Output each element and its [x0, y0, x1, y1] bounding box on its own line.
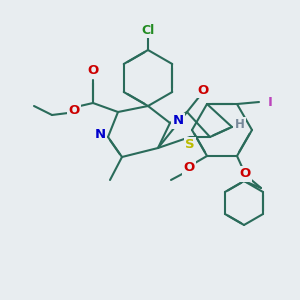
Text: N: N: [172, 115, 184, 128]
Text: O: O: [68, 103, 80, 116]
Text: Cl: Cl: [141, 23, 154, 37]
Text: S: S: [185, 139, 195, 152]
Text: O: O: [87, 64, 99, 76]
Text: O: O: [183, 161, 195, 175]
Text: O: O: [197, 83, 208, 97]
Text: O: O: [239, 167, 250, 181]
Text: H: H: [235, 118, 245, 131]
Text: I: I: [268, 95, 272, 109]
Text: N: N: [94, 128, 106, 142]
